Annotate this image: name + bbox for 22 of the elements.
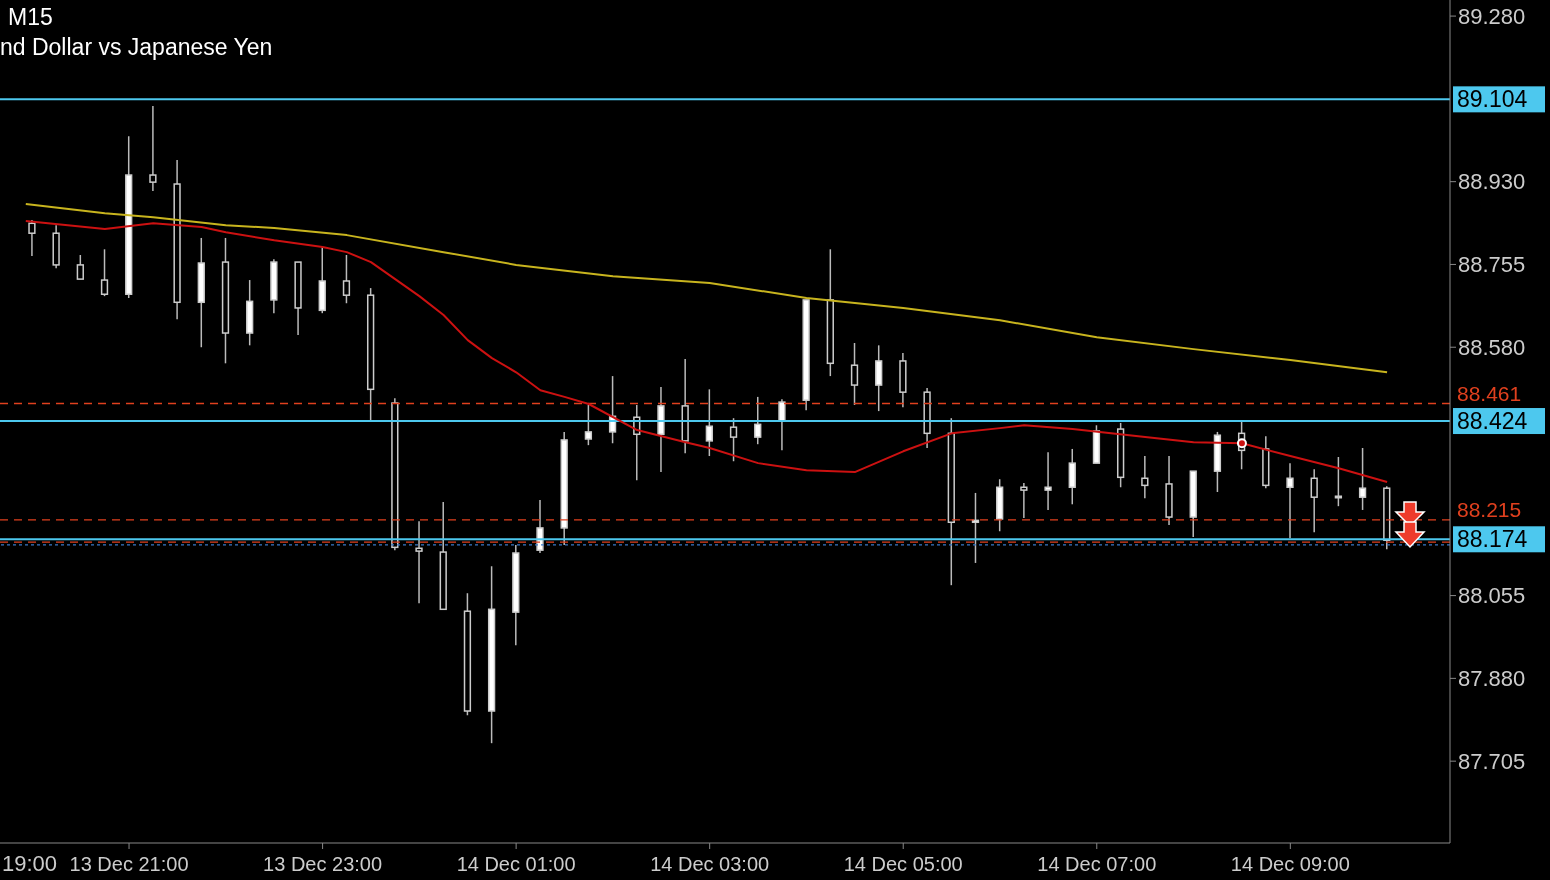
x-tick-label: 14 Dec 03:00 [650, 853, 770, 875]
x-tick-label: 14 Dec 07:00 [1037, 853, 1157, 875]
text: 19:00 [2, 851, 58, 877]
y-tick-label: 88.055 [1458, 583, 1526, 609]
y-tick-label: 87.880 [1458, 666, 1526, 692]
y-tick-label: 88.930 [1458, 169, 1526, 195]
ref-line-label: 88.215 [1457, 497, 1522, 521]
text: nd Dollar vs Japanese Yen [0, 34, 273, 61]
y-tick-label: 88.580 [1458, 335, 1526, 361]
x-tick-label: 14 Dec 05:00 [843, 853, 963, 875]
y-tick-label: 89.280 [1458, 3, 1526, 29]
x-tick-label: 13 Dec 21:00 [69, 853, 189, 875]
y-tick-label: 87.705 [1458, 748, 1526, 774]
x-tick-label: 13 Dec 23:00 [263, 853, 383, 875]
x-tick-label: 14 Dec 09:00 [1230, 853, 1350, 875]
ref-line-label: 88.174 [1457, 526, 1528, 553]
ref-line-label: 89.104 [1457, 86, 1528, 113]
y-tick-label: 88.755 [1458, 252, 1526, 278]
ref-line-label: 88.424 [1457, 408, 1528, 435]
chart-title: M15 [8, 4, 53, 31]
ref-line-label: 88.461 [1457, 381, 1522, 405]
x-tick-label: 14 Dec 01:00 [456, 853, 576, 875]
